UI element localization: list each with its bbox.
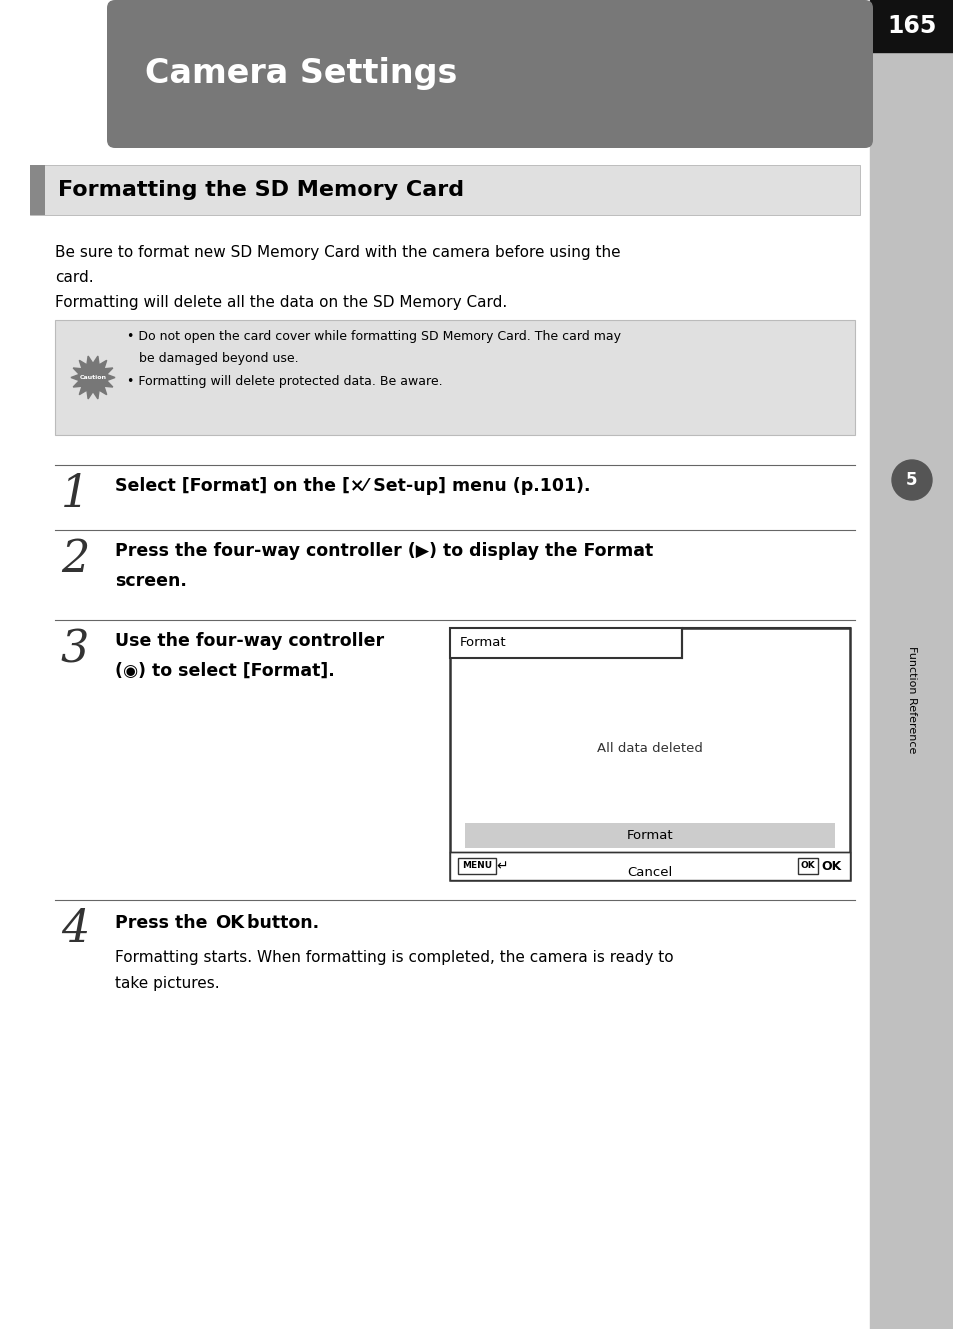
Bar [30,165,45,215]
Bar [797,859,817,874]
Text: Be sure to format new SD Memory Card with the camera before using the: Be sure to format new SD Memory Card wit… [55,245,620,260]
Text: 165: 165 [886,15,936,39]
Text: screen.: screen. [115,571,187,590]
Text: card.: card. [55,270,93,284]
Text: OK: OK [214,914,244,932]
Text: OK: OK [800,861,815,870]
Text: take pictures.: take pictures. [115,975,219,991]
Text: Format: Format [626,829,673,843]
Bar [457,859,496,874]
Circle shape [891,460,931,500]
Text: MENU: MENU [461,861,492,870]
FancyBboxPatch shape [107,0,872,148]
Text: Use the four-way controller: Use the four-way controller [115,633,384,650]
Text: Camera Settings: Camera Settings [145,57,456,90]
Text: Select [Format] on the [×⁄ Set-up] menu (p.101).: Select [Format] on the [×⁄ Set-up] menu … [115,477,590,494]
Text: 1: 1 [61,473,89,516]
Text: Format: Format [459,637,506,650]
Text: • Do not open the card cover while formatting SD Memory Card. The card may: • Do not open the card cover while forma… [127,330,620,343]
Bar [450,852,849,880]
Bar [869,0,953,52]
Text: 4: 4 [61,908,89,952]
Bar [464,823,834,848]
Bar [450,629,681,658]
Text: • Formatting will delete protected data. Be aware.: • Formatting will delete protected data.… [127,375,442,388]
Text: All data deleted: All data deleted [597,742,702,755]
Text: Cancel: Cancel [627,867,672,880]
Text: Press the four-way controller (▶) to display the Format: Press the four-way controller (▶) to dis… [115,542,653,560]
Text: OK: OK [821,860,841,873]
Text: Formatting the SD Memory Card: Formatting the SD Memory Card [58,179,464,199]
Text: Formatting will delete all the data on the SD Memory Card.: Formatting will delete all the data on t… [55,295,507,310]
Text: button.: button. [241,914,319,932]
Text: Press the: Press the [115,914,213,932]
Text: 3: 3 [61,629,89,671]
Text: Caution: Caution [79,375,107,380]
Polygon shape [71,356,115,399]
Text: Function Reference: Function Reference [906,646,916,754]
Text: Formatting starts. When formatting is completed, the camera is ready to: Formatting starts. When formatting is co… [115,950,673,965]
Bar [55,320,854,435]
Text: be damaged beyond use.: be damaged beyond use. [139,352,298,365]
Bar [869,0,953,1329]
Text: (◉) to select [Format].: (◉) to select [Format]. [115,662,335,680]
Bar [450,629,849,880]
Text: ↵: ↵ [496,859,507,873]
Text: 5: 5 [905,470,917,489]
Text: 2: 2 [61,538,89,581]
Bar [30,165,859,215]
